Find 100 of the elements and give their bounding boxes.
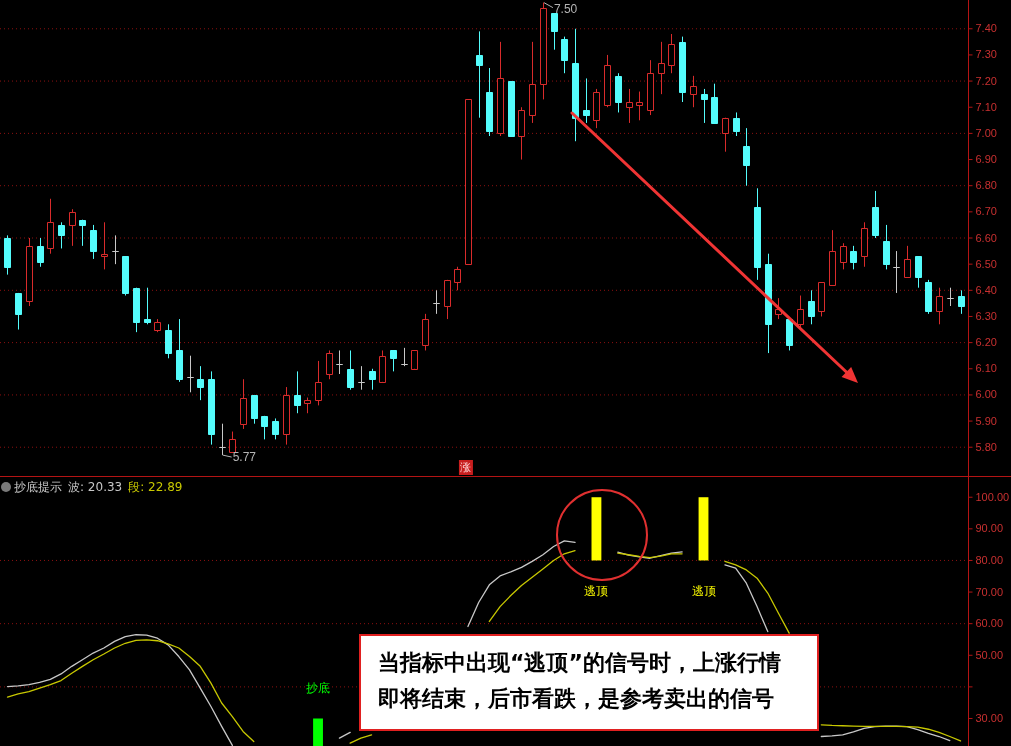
candlestick [411, 349, 418, 370]
candlestick [304, 397, 311, 414]
candlestick [401, 347, 408, 367]
candlestick [947, 287, 954, 307]
candlestick [915, 255, 922, 289]
candlestick [283, 386, 290, 446]
chart-title: 抄底提示 [14, 480, 62, 494]
candlestick [251, 394, 258, 425]
text: 7.50 [553, 1, 578, 16]
y-tick-label: 6.10 [975, 362, 997, 375]
candlestick [294, 370, 301, 414]
candlestick [529, 41, 536, 124]
candlestick [79, 219, 86, 247]
candlestick [861, 221, 868, 268]
candlestick [422, 313, 429, 351]
candlestick [808, 289, 815, 325]
text: 段: 22.89 [128, 480, 183, 494]
candlestick [369, 368, 376, 391]
candlestick [925, 279, 932, 315]
y-tick-label: 6.00 [975, 388, 997, 401]
candlestick [144, 287, 151, 325]
candlestick [176, 318, 183, 383]
y-tick-label: 6.50 [975, 257, 997, 270]
y-tick-label: 70.00 [975, 585, 1004, 598]
y-tick-label: 6.90 [975, 153, 997, 166]
candlestick [444, 279, 451, 320]
candlestick [229, 431, 236, 453]
y-tick-label: 7.30 [975, 48, 997, 61]
candlestick [593, 88, 600, 129]
candlestick [636, 91, 643, 121]
candlestick [133, 287, 140, 333]
candlestick [690, 75, 697, 108]
text: 5.77 [232, 450, 257, 465]
candlestick [711, 83, 718, 124]
candlestick [626, 88, 633, 124]
y-tick-label: 6.80 [975, 179, 997, 192]
candlestick [754, 187, 761, 281]
y-tick-label: 90.00 [975, 522, 1004, 535]
candlestick [508, 80, 515, 137]
y-tick-label: 5.90 [975, 414, 997, 427]
candlestick [476, 30, 483, 119]
y-tick-label: 6.40 [975, 283, 997, 296]
candlestick [240, 378, 247, 430]
y-tick-label: 6.60 [975, 231, 997, 244]
y-tick-label: 7.10 [975, 100, 997, 113]
candlestick [15, 292, 22, 331]
candlestick [261, 415, 268, 440]
candlestick [518, 106, 525, 161]
y-tick-label: 100.00 [975, 490, 1010, 503]
candlestick [497, 41, 504, 137]
candlestick [572, 28, 579, 142]
candlestick [4, 234, 11, 276]
candlestick [797, 295, 804, 328]
candlestick [936, 287, 943, 325]
candlestick [604, 54, 611, 108]
candlestick [561, 36, 568, 74]
y-tick-label: 6.20 [975, 336, 997, 349]
candlestick [379, 349, 386, 383]
candlestick [818, 281, 825, 317]
candlestick [47, 198, 54, 255]
candlestick [154, 318, 161, 333]
text: 逃顶 [584, 584, 609, 599]
candlestick [208, 370, 215, 446]
y-tick-label: 6.30 [975, 309, 997, 322]
y-tick-label: 7.40 [975, 22, 997, 35]
candlestick [122, 255, 129, 297]
candlestick [872, 190, 879, 239]
candlestick [165, 323, 172, 359]
candlestick [722, 117, 729, 153]
candlestick [733, 111, 740, 137]
candlestick [551, 12, 558, 51]
candlestick [336, 349, 343, 375]
y-tick-label: 60.00 [975, 617, 1004, 630]
candlestick [679, 36, 686, 103]
candlestick [743, 127, 750, 187]
candlestick [658, 41, 665, 95]
candlestick [90, 224, 97, 260]
candlestick [829, 229, 836, 286]
candlestick [219, 423, 226, 456]
candlestick [433, 289, 440, 315]
candlestick [786, 318, 793, 351]
candlestick [883, 224, 890, 270]
annotation: 当指标中出现“逃顶”的信号时，上涨行情即将结束，后市看跌，是参考卖出的信号 [378, 649, 781, 711]
y-tick-label: 7.00 [975, 126, 997, 139]
candlestick [58, 221, 65, 249]
candlestick [486, 67, 493, 137]
candlestick [454, 266, 461, 291]
candlestick [197, 365, 204, 401]
candlestick [615, 72, 622, 113]
y-tick-label: 5.80 [975, 440, 997, 453]
candlestick [101, 221, 108, 270]
candlestick [347, 349, 354, 391]
candlestick [272, 417, 279, 440]
candlestick [390, 349, 397, 372]
candlestick [187, 355, 194, 393]
candlestick [26, 237, 33, 307]
candlestick [701, 88, 708, 124]
candlestick [583, 77, 590, 124]
y-tick-label: 80.00 [975, 553, 1004, 566]
y-tick-label: 30.00 [975, 712, 1004, 725]
